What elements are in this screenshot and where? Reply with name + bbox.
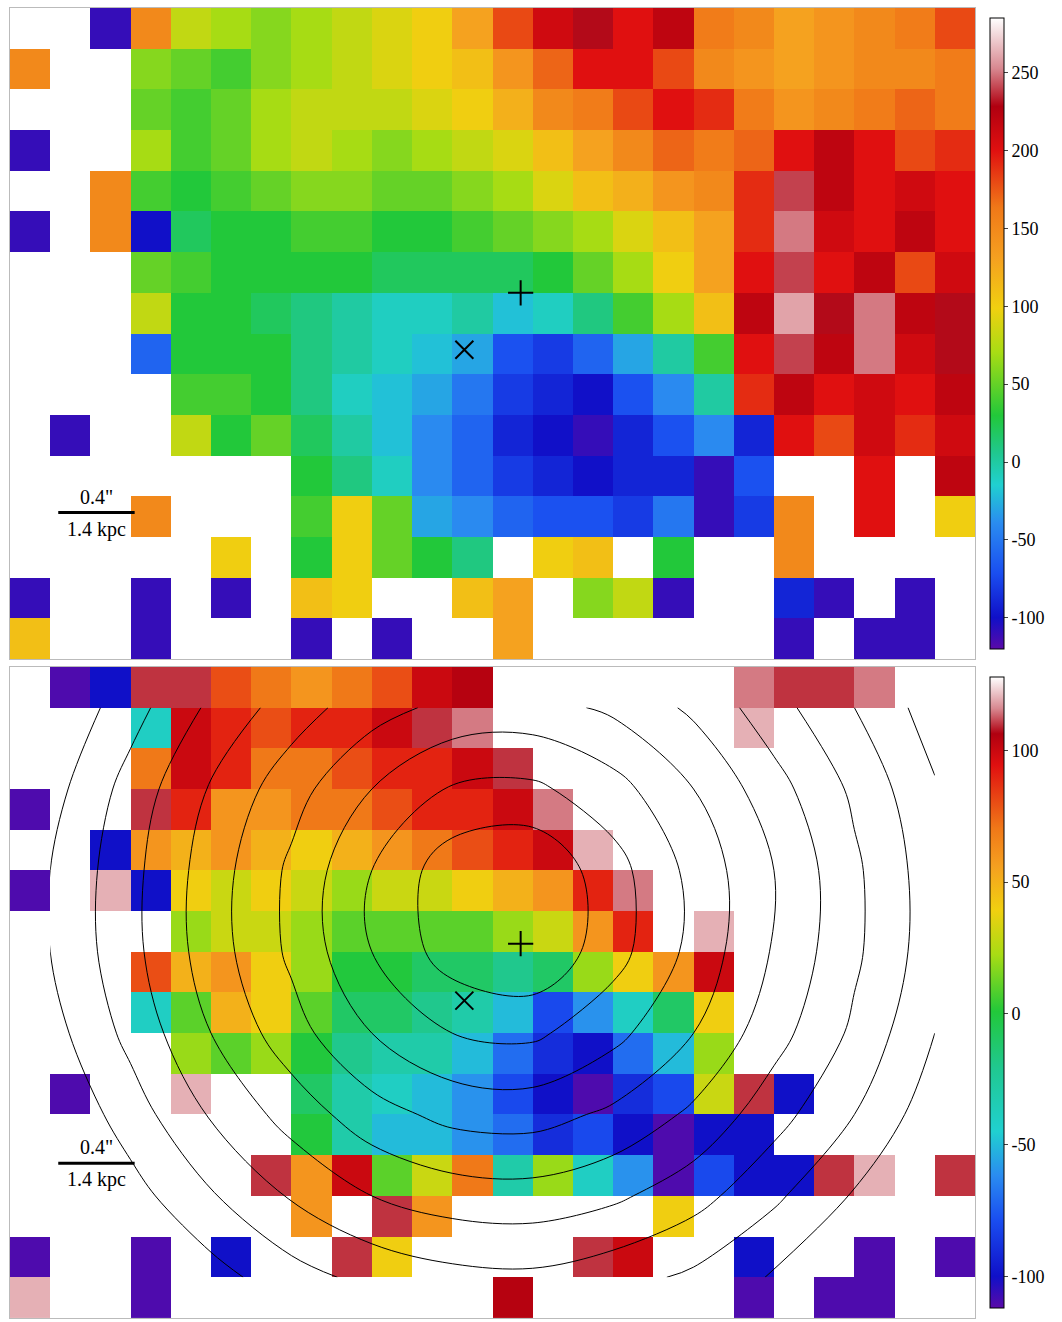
svg-text:0.4": 0.4" bbox=[80, 1136, 113, 1158]
svg-text:1.4 kpc: 1.4 kpc bbox=[67, 518, 126, 541]
svg-text:50: 50 bbox=[1012, 374, 1030, 394]
svg-text:-100: -100 bbox=[1012, 608, 1045, 628]
svg-text:50: 50 bbox=[1012, 872, 1030, 892]
svg-text:250: 250 bbox=[1012, 63, 1039, 83]
svg-text:-50: -50 bbox=[1012, 530, 1036, 550]
svg-text:-50: -50 bbox=[1012, 1135, 1036, 1155]
svg-text:150: 150 bbox=[1012, 219, 1039, 239]
svg-text:0.4": 0.4" bbox=[80, 486, 113, 508]
svg-text:0: 0 bbox=[1012, 452, 1021, 472]
svg-text:0: 0 bbox=[1012, 1004, 1021, 1024]
svg-text:1.4 kpc: 1.4 kpc bbox=[67, 1168, 126, 1191]
svg-text:-100: -100 bbox=[1012, 1267, 1045, 1287]
svg-text:200: 200 bbox=[1012, 141, 1039, 161]
svg-text:100: 100 bbox=[1012, 741, 1039, 761]
svg-text:100: 100 bbox=[1012, 297, 1039, 317]
